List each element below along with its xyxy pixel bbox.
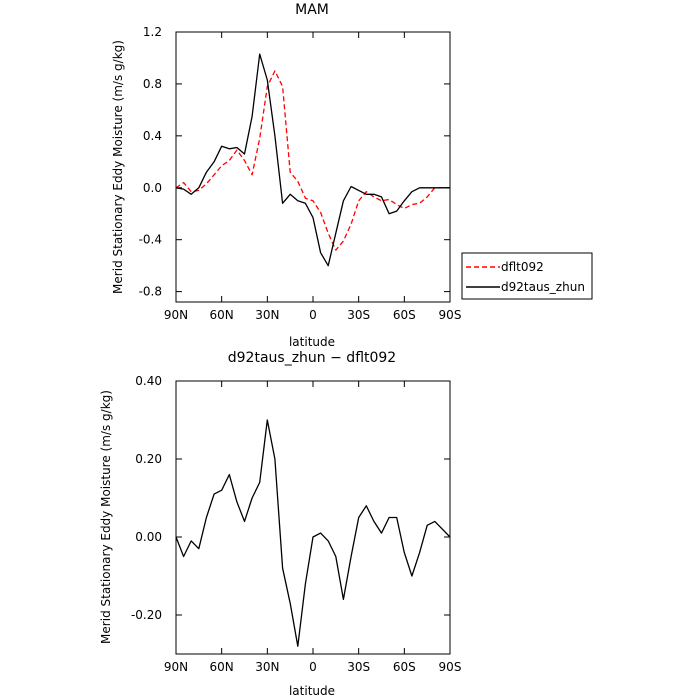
legend-label-dflt092: dflt092: [501, 260, 544, 274]
top-y-tick-label: -0.8: [139, 285, 162, 299]
bottom-y-tick-label: 0.00: [135, 530, 162, 544]
bottom-panel: d92taus_zhun − dflt092 90N 60N 30N 0 30S 60S 9…: [99, 350, 461, 698]
top-series-group: [175, 53, 450, 267]
bottom-x-tick-label: 60N: [210, 660, 234, 674]
bottom-y-tick-label: 0.20: [135, 452, 162, 466]
top-series-line-0: [175, 70, 450, 251]
top-y-tick-label: -0.4: [139, 233, 162, 247]
top-y-tick-label: 0.0: [143, 181, 162, 195]
top-x-tick-label: 90S: [439, 308, 462, 322]
top-x-tick-label: 0: [309, 308, 317, 322]
bottom-plot-frame: [175, 380, 451, 655]
top-x-tick-label: 90N: [164, 308, 188, 322]
bottom-x-axis-label: latitude: [289, 684, 335, 698]
bottom-series-group: [175, 419, 451, 647]
bottom-panel-title: d92taus_zhun − dflt092: [228, 350, 396, 366]
legend: dflt092 d92taus_zhun: [461, 252, 593, 300]
bottom-series-line-0: [175, 419, 451, 647]
bottom-x-tick-label: 60S: [393, 660, 416, 674]
top-x-tick-label: 60N: [210, 308, 234, 322]
top-y-tick-label: 0.8: [143, 77, 162, 91]
top-y-tick-label: 1.2: [143, 25, 162, 39]
bottom-y-tick-label: 0.40: [135, 374, 162, 388]
top-x-tick-label: 30N: [255, 308, 279, 322]
top-x-tick-label: 60S: [393, 308, 416, 322]
top-y-tick-label: 0.4: [143, 129, 162, 143]
bottom-x-tick-label: 30N: [255, 660, 279, 674]
bottom-y-tick-label: -0.20: [131, 608, 162, 622]
top-x-axis-label: latitude: [289, 335, 335, 349]
top-plot-frame: [175, 31, 451, 303]
top-x-tick-label: 30S: [347, 308, 370, 322]
bottom-x-tick-label: 0: [309, 660, 317, 674]
top-axis-ticks: 90N 60N 30N 0 30S 60S 90S 1.2 0.8 0.4 0.0 -0.4 -0.8: [139, 25, 462, 322]
bottom-x-tick-label: 30S: [347, 660, 370, 674]
bottom-x-tick-label: 90S: [439, 660, 462, 674]
bottom-axis-ticks: 90N 60N 30N 0 30S 60S 90S 0.40 0.20 0.00 -0.20: [131, 374, 462, 674]
top-y-axis-label: Merid Stationary Eddy Moisture (m/s g/kg…: [111, 40, 125, 294]
bottom-y-axis-label: Merid Stationary Eddy Moisture (m/s g/kg…: [99, 390, 113, 644]
top-panel: MAM 90N 60N 30N 0 30S 60S 90S 1.2 0.8 0.4 0.0 -0.4 -…: [111, 2, 461, 349]
top-series-line-1: [175, 53, 450, 267]
top-panel-title: MAM: [295, 2, 329, 18]
bottom-x-tick-label: 90N: [164, 660, 188, 674]
legend-box: [461, 252, 593, 300]
legend-label-d92taus-zhun: d92taus_zhun: [501, 280, 585, 294]
